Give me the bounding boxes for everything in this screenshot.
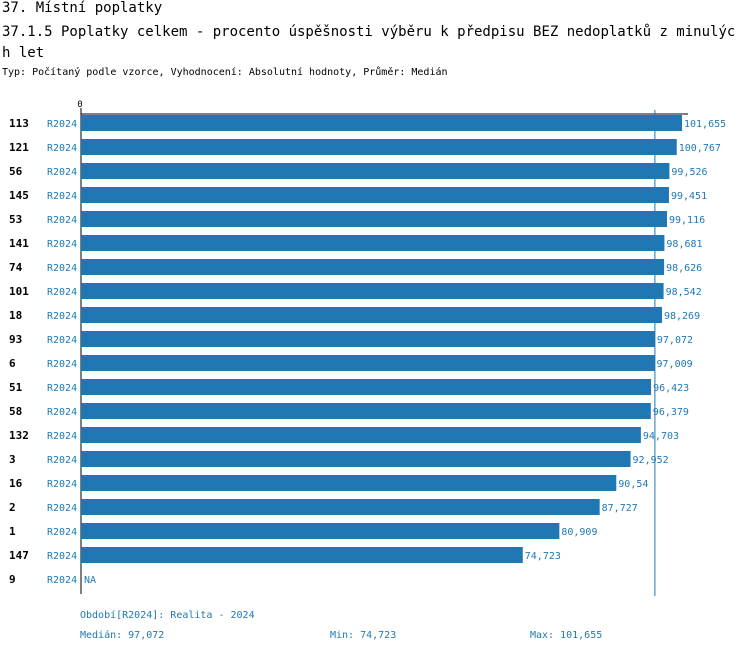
bar-value-label: 80,909: [561, 527, 597, 538]
row-period-label: R2024: [47, 359, 77, 370]
row-period-label: R2024: [47, 383, 77, 394]
row-period-label: R2024: [47, 479, 77, 490]
bar-value-label: 98,542: [666, 287, 702, 298]
footer-period: Období[R2024]: Realita - 2024: [80, 610, 255, 621]
row-id-label: 16: [9, 477, 23, 490]
row-id-label: 132: [9, 429, 29, 442]
row-id-label: 141: [9, 237, 29, 250]
bar: [81, 499, 600, 515]
row-period-label: R2024: [47, 215, 77, 226]
row-id-label: 51: [9, 381, 23, 394]
bar: [81, 331, 655, 347]
bar: [81, 547, 523, 563]
row-period-label: R2024: [47, 431, 77, 442]
row-period-label: R2024: [47, 575, 77, 586]
bar-value-label: 97,009: [657, 359, 693, 370]
chart-subtitle: 37.1.5 Poplatky celkem - procento úspěšn…: [2, 24, 736, 61]
row-id-label: 101: [9, 285, 29, 298]
row-period-label: R2024: [47, 503, 77, 514]
row-period-label: R2024: [47, 263, 77, 274]
row-period-label: R2024: [47, 335, 77, 346]
row-id-label: 6: [9, 357, 16, 370]
bar: [81, 475, 617, 491]
bar-na-label: NA: [84, 575, 96, 586]
row-id-label: 58: [9, 405, 22, 418]
bar-value-label: 98,626: [666, 263, 702, 274]
row-period-label: R2024: [47, 551, 77, 562]
row-period-label: R2024: [47, 119, 77, 130]
row-id-label: 147: [9, 549, 29, 562]
row-id-label: 74: [9, 261, 23, 274]
bar-value-label: 94,703: [643, 431, 679, 442]
bar: [81, 427, 641, 443]
bar: [81, 115, 682, 131]
bar-value-label: 100,767: [679, 143, 721, 154]
zero-tick-label: 0: [77, 100, 82, 110]
row-id-label: 113: [9, 117, 29, 130]
bar-value-label: 97,072: [657, 335, 693, 346]
bar: [81, 283, 664, 299]
row-period-label: R2024: [47, 191, 77, 202]
bar-value-label: 96,423: [653, 383, 689, 394]
row-period-label: R2024: [47, 311, 77, 322]
row-id-label: 18: [9, 309, 22, 322]
row-period-label: R2024: [47, 527, 77, 538]
row-period-label: R2024: [47, 239, 77, 250]
bar-value-label: 74,723: [525, 551, 561, 562]
bar-value-label: 90,54: [618, 479, 648, 490]
bar-value-label: 99,116: [669, 215, 705, 226]
bar: [81, 451, 631, 467]
row-id-label: 2: [9, 501, 16, 514]
row-period-label: R2024: [47, 287, 77, 298]
row-id-label: 121: [9, 141, 29, 154]
bar-value-label: 92,952: [633, 455, 669, 466]
row-period-label: R2024: [47, 167, 77, 178]
bar: [81, 307, 662, 323]
bar: [81, 163, 670, 179]
bar: [81, 187, 669, 203]
bar: [81, 235, 665, 251]
row-period-label: R2024: [47, 407, 77, 418]
row-id-label: 93: [9, 333, 22, 346]
bar: [81, 259, 665, 275]
bar: [81, 379, 652, 395]
bar-value-label: 99,451: [671, 191, 707, 202]
row-id-label: 145: [9, 189, 29, 202]
bar: [81, 211, 667, 227]
row-id-label: 56: [9, 165, 23, 178]
row-period-label: R2024: [47, 143, 77, 154]
bar: [81, 139, 677, 155]
bar: [81, 403, 651, 419]
bar: [81, 523, 560, 539]
row-id-label: 1: [9, 525, 16, 538]
row-period-label: R2024: [47, 455, 77, 466]
bar-value-label: 87,727: [602, 503, 638, 514]
row-id-label: 9: [9, 573, 16, 586]
footer-median: Medián: 97,072: [80, 630, 165, 641]
row-id-label: 3: [9, 453, 16, 466]
bar-value-label: 101,655: [684, 119, 726, 130]
row-id-label: 53: [9, 213, 22, 226]
bar-value-label: 98,269: [664, 311, 700, 322]
bar-value-label: 96,379: [653, 407, 689, 418]
footer-min: Min: 74,723: [330, 630, 397, 641]
bar: [81, 355, 655, 371]
chart-meta: Typ: Počítaný podle vzorce, Vyhodnocení:…: [2, 67, 448, 78]
page-title: 37. Místní poplatky: [2, 0, 163, 16]
bar-value-label: 99,526: [671, 167, 707, 178]
footer-max: Max: 101,655: [530, 630, 603, 641]
bar-value-label: 98,681: [666, 239, 702, 250]
